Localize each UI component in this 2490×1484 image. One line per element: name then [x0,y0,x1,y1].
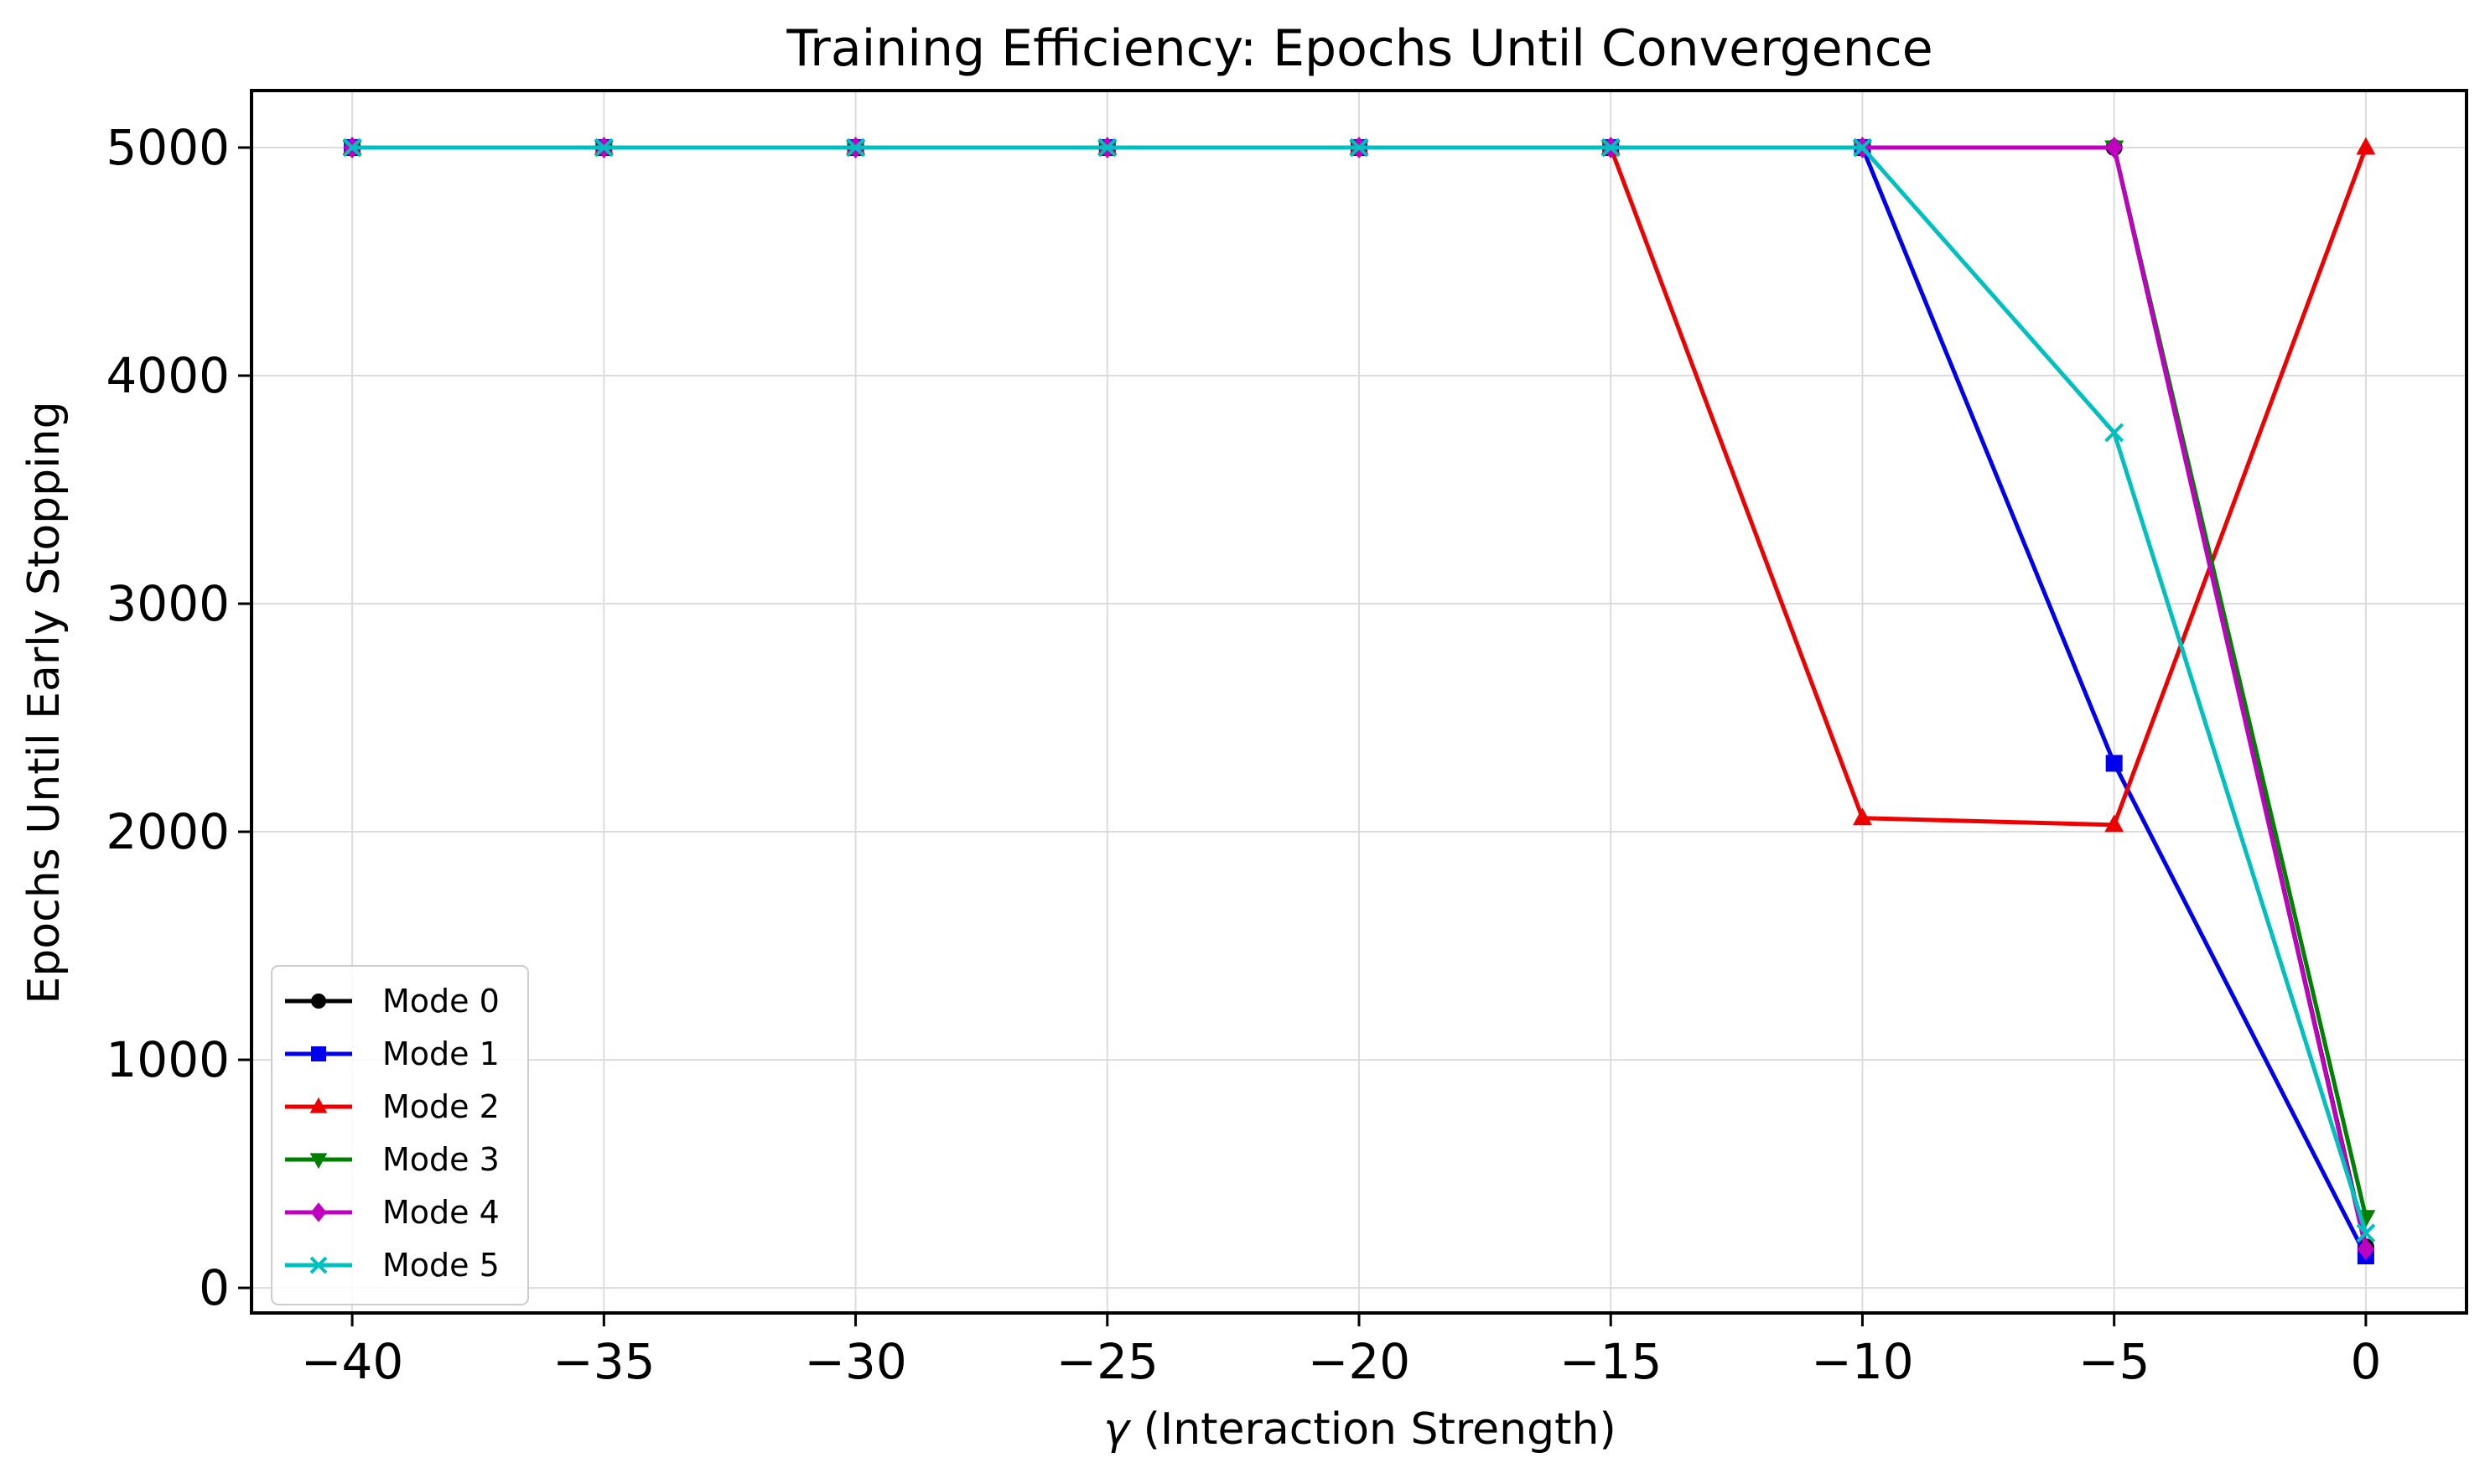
data-point [2105,755,2123,772]
legend-swatch-marker [309,1153,328,1170]
legend-swatch-marker [311,1046,326,1061]
chart-title: Training Efficiency: Epochs Until Conver… [786,19,1932,78]
data-point [2356,137,2376,155]
y-axis-label: Epochs Until Early Stopping [19,401,70,1004]
legend-label: Mode 1 [382,1035,500,1072]
legend-swatch-marker [311,994,326,1009]
legend-item: Mode 2 [285,1088,500,1125]
legend-item: Mode 4 [285,1194,500,1231]
x-tick-label: −10 [1811,1333,1913,1390]
x-tick-label: −5 [2078,1333,2150,1390]
series-layer [342,137,2376,1264]
legend-item: Mode 0 [285,983,500,1020]
legend-box [271,965,529,1305]
x-tick-label: −25 [1056,1333,1159,1390]
data-point [2104,814,2124,833]
x-tick-label: 0 [2350,1333,2381,1390]
data-point [2357,1238,2375,1260]
data-point [594,138,614,158]
x-tick-label: −20 [1308,1333,1410,1390]
x-axis-label-text: (Interaction Strength) [1129,1404,1616,1455]
data-point [2356,1223,2376,1243]
series-5 [342,138,2376,1243]
legend-label: Mode 0 [382,983,500,1020]
legend-item: Mode 3 [285,1141,500,1178]
y-tick-label: 1000 [106,1031,230,1088]
data-point [1852,807,1872,826]
data-point [1097,138,1118,158]
legend: Mode 0 Mode 1 Mode 2 Mode 3 Mode 4 Mode 5 [271,965,529,1305]
axis-ticks: −40 −35 −30 −25 −20 −15 −10 −5 0 0 1000 2000 3000 400… [106,119,2381,1390]
data-point [846,138,865,158]
x-axis-label: γ (Interaction Strength) [1103,1404,1616,1455]
legend-item: Mode 5 [285,1247,500,1284]
y-tick-label: 5000 [106,119,230,176]
legend-label: Mode 4 [382,1194,500,1231]
x-tick-label: −35 [552,1333,655,1390]
data-point [2104,423,2124,443]
legend-label: Mode 2 [382,1088,500,1125]
x-tick-label: −40 [301,1333,403,1390]
data-point [1349,138,1369,158]
x-tick-label: −30 [804,1333,906,1390]
legend-swatch-marker [310,1202,327,1222]
x-tick-label: −15 [1559,1333,1662,1390]
legend-label: Mode 3 [382,1141,500,1178]
data-point [1853,138,1872,158]
y-tick-label: 2000 [106,803,230,860]
legend-item: Mode 1 [285,1035,500,1072]
data-point [342,138,362,158]
grid [252,91,2467,1313]
legend-swatch-marker [309,1256,328,1274]
legend-label: Mode 5 [382,1247,500,1284]
legend-swatch-marker [309,1097,328,1113]
x-axis-label-symbol: γ [1103,1404,1132,1455]
y-tick-label: 3000 [106,575,230,632]
data-point [1600,138,1621,158]
y-tick-label: 4000 [106,347,230,404]
y-tick-label: 0 [199,1259,230,1316]
data-point [2105,137,2124,159]
